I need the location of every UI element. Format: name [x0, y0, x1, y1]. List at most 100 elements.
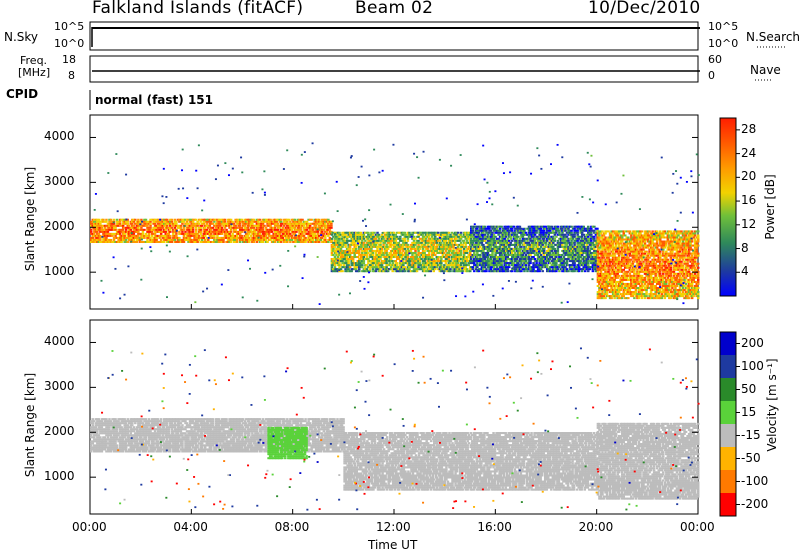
power-band-1-cell — [368, 266, 372, 269]
power-band-1-cell — [429, 249, 432, 252]
power-band-0-cell — [319, 236, 323, 239]
power-band-2-cell — [577, 260, 581, 263]
power-band-2-cell — [520, 239, 523, 242]
power-band-1-cell — [430, 247, 434, 250]
power-band-0-cell — [245, 240, 248, 243]
power-band-0-cell — [194, 218, 198, 221]
power-band-2-cell — [564, 225, 567, 228]
power-band-1-cell — [444, 266, 448, 269]
power-band-0-cell — [204, 240, 207, 243]
power-band-3-cell — [601, 258, 604, 261]
power-band-1-cell — [421, 256, 425, 259]
power-band-0-cell — [217, 230, 221, 233]
power-band-0-cell — [120, 240, 123, 243]
power-band-3-cell — [598, 274, 601, 277]
power-band-1-cell — [465, 260, 469, 263]
power-band-1-cell — [441, 243, 445, 246]
power-band-0-cell — [305, 224, 309, 227]
power-band-3-cell — [607, 268, 610, 271]
power-band-0-cell — [205, 224, 209, 227]
power-band-2-cell — [517, 251, 520, 254]
power-band-1-cell — [386, 247, 390, 250]
power-band-0-cell — [222, 224, 225, 227]
power-band-0-cell — [134, 222, 137, 225]
power-band-1-cell — [426, 241, 429, 244]
power-band-2-cell — [498, 251, 502, 254]
power-band-2-cell — [564, 268, 567, 271]
power-band-2-cell — [535, 231, 538, 234]
power-band-0-cell — [129, 222, 133, 225]
power-band-0-cell — [96, 236, 99, 239]
power-band-0-cell — [120, 234, 123, 237]
power-band-0-cell — [248, 220, 251, 223]
power-band-0-cell — [226, 230, 230, 233]
power-band-0-cell — [167, 240, 171, 243]
power-band-2-cell — [511, 258, 514, 261]
power-band-1-cell — [412, 237, 416, 240]
power-band-3-cell — [613, 256, 616, 259]
power-band-2-cell — [494, 270, 497, 273]
power-band-2-cell — [593, 245, 596, 248]
power-band-2-cell — [570, 258, 573, 261]
power-band-0-cell — [188, 238, 192, 241]
power-band-1-cell — [424, 270, 428, 273]
power-band-2-cell — [587, 264, 590, 267]
power-band-2-cell — [480, 247, 484, 250]
power-band-1-cell — [465, 231, 469, 234]
power-band-2-cell — [483, 225, 487, 228]
cpid-label: CPID — [6, 87, 39, 101]
power-band-2-cell — [580, 264, 584, 267]
power-band-0-cell — [255, 232, 259, 235]
power-band-1-cell — [399, 231, 402, 234]
power-band-1-cell — [394, 262, 398, 265]
power-band-2-cell — [476, 256, 479, 259]
power-band-0-cell — [222, 228, 225, 231]
power-band-1-cell — [437, 247, 440, 250]
power-band-0-cell — [179, 224, 183, 227]
power-band-2-cell — [544, 258, 547, 261]
power-band-2-cell — [552, 239, 555, 242]
power-band-2-cell — [585, 249, 589, 252]
power-band-1-cell — [453, 241, 457, 244]
power-band-0-cell — [235, 220, 239, 223]
power-band-1-cell — [405, 245, 408, 248]
power-band-0-cell — [202, 226, 205, 229]
power-band-2-cell — [492, 241, 496, 244]
power-band-0-cell — [266, 218, 269, 221]
power-band-1-cell — [386, 231, 390, 234]
power-band-0-cell — [155, 238, 158, 241]
power-band-2-cell — [593, 258, 596, 261]
power-band-0-cell — [232, 230, 236, 233]
power-band-0-cell — [138, 220, 142, 223]
power-band-2-cell — [559, 239, 563, 242]
power-band-2-cell — [588, 268, 592, 271]
power-band-0-cell — [132, 240, 136, 243]
power-band-2-cell — [504, 229, 508, 232]
power-band-2-cell — [536, 253, 540, 257]
power-band-1-cell — [341, 256, 344, 259]
power-band-2-cell — [476, 237, 479, 240]
power-band-2-cell — [580, 262, 584, 265]
power-band-0-cell — [179, 226, 183, 229]
power-band-2-cell — [485, 268, 488, 271]
power-band-1-cell — [418, 247, 422, 250]
power-band-3-cell — [613, 264, 616, 267]
power-band-0-cell — [207, 232, 210, 235]
power-band-0-cell — [287, 218, 291, 221]
power-band-2-cell — [570, 268, 573, 271]
power-band-1-cell — [443, 235, 446, 238]
power-band-2-cell — [529, 245, 532, 248]
power-band-2-cell — [489, 270, 493, 273]
power-band-0-cell — [284, 236, 288, 239]
power-band-2-cell — [568, 233, 572, 236]
power-band-0-cell — [280, 240, 283, 243]
power-band-3-cell — [598, 295, 601, 298]
power-band-1-cell — [341, 235, 344, 238]
power-band-0-cell — [251, 218, 254, 221]
power-band-2-cell — [567, 249, 570, 252]
power-band-1-cell — [342, 249, 346, 252]
power-band-2-cell — [504, 233, 508, 236]
power-band-2-cell — [532, 237, 535, 240]
power-band-0-cell — [222, 220, 225, 223]
power-band-1-cell — [400, 256, 404, 259]
